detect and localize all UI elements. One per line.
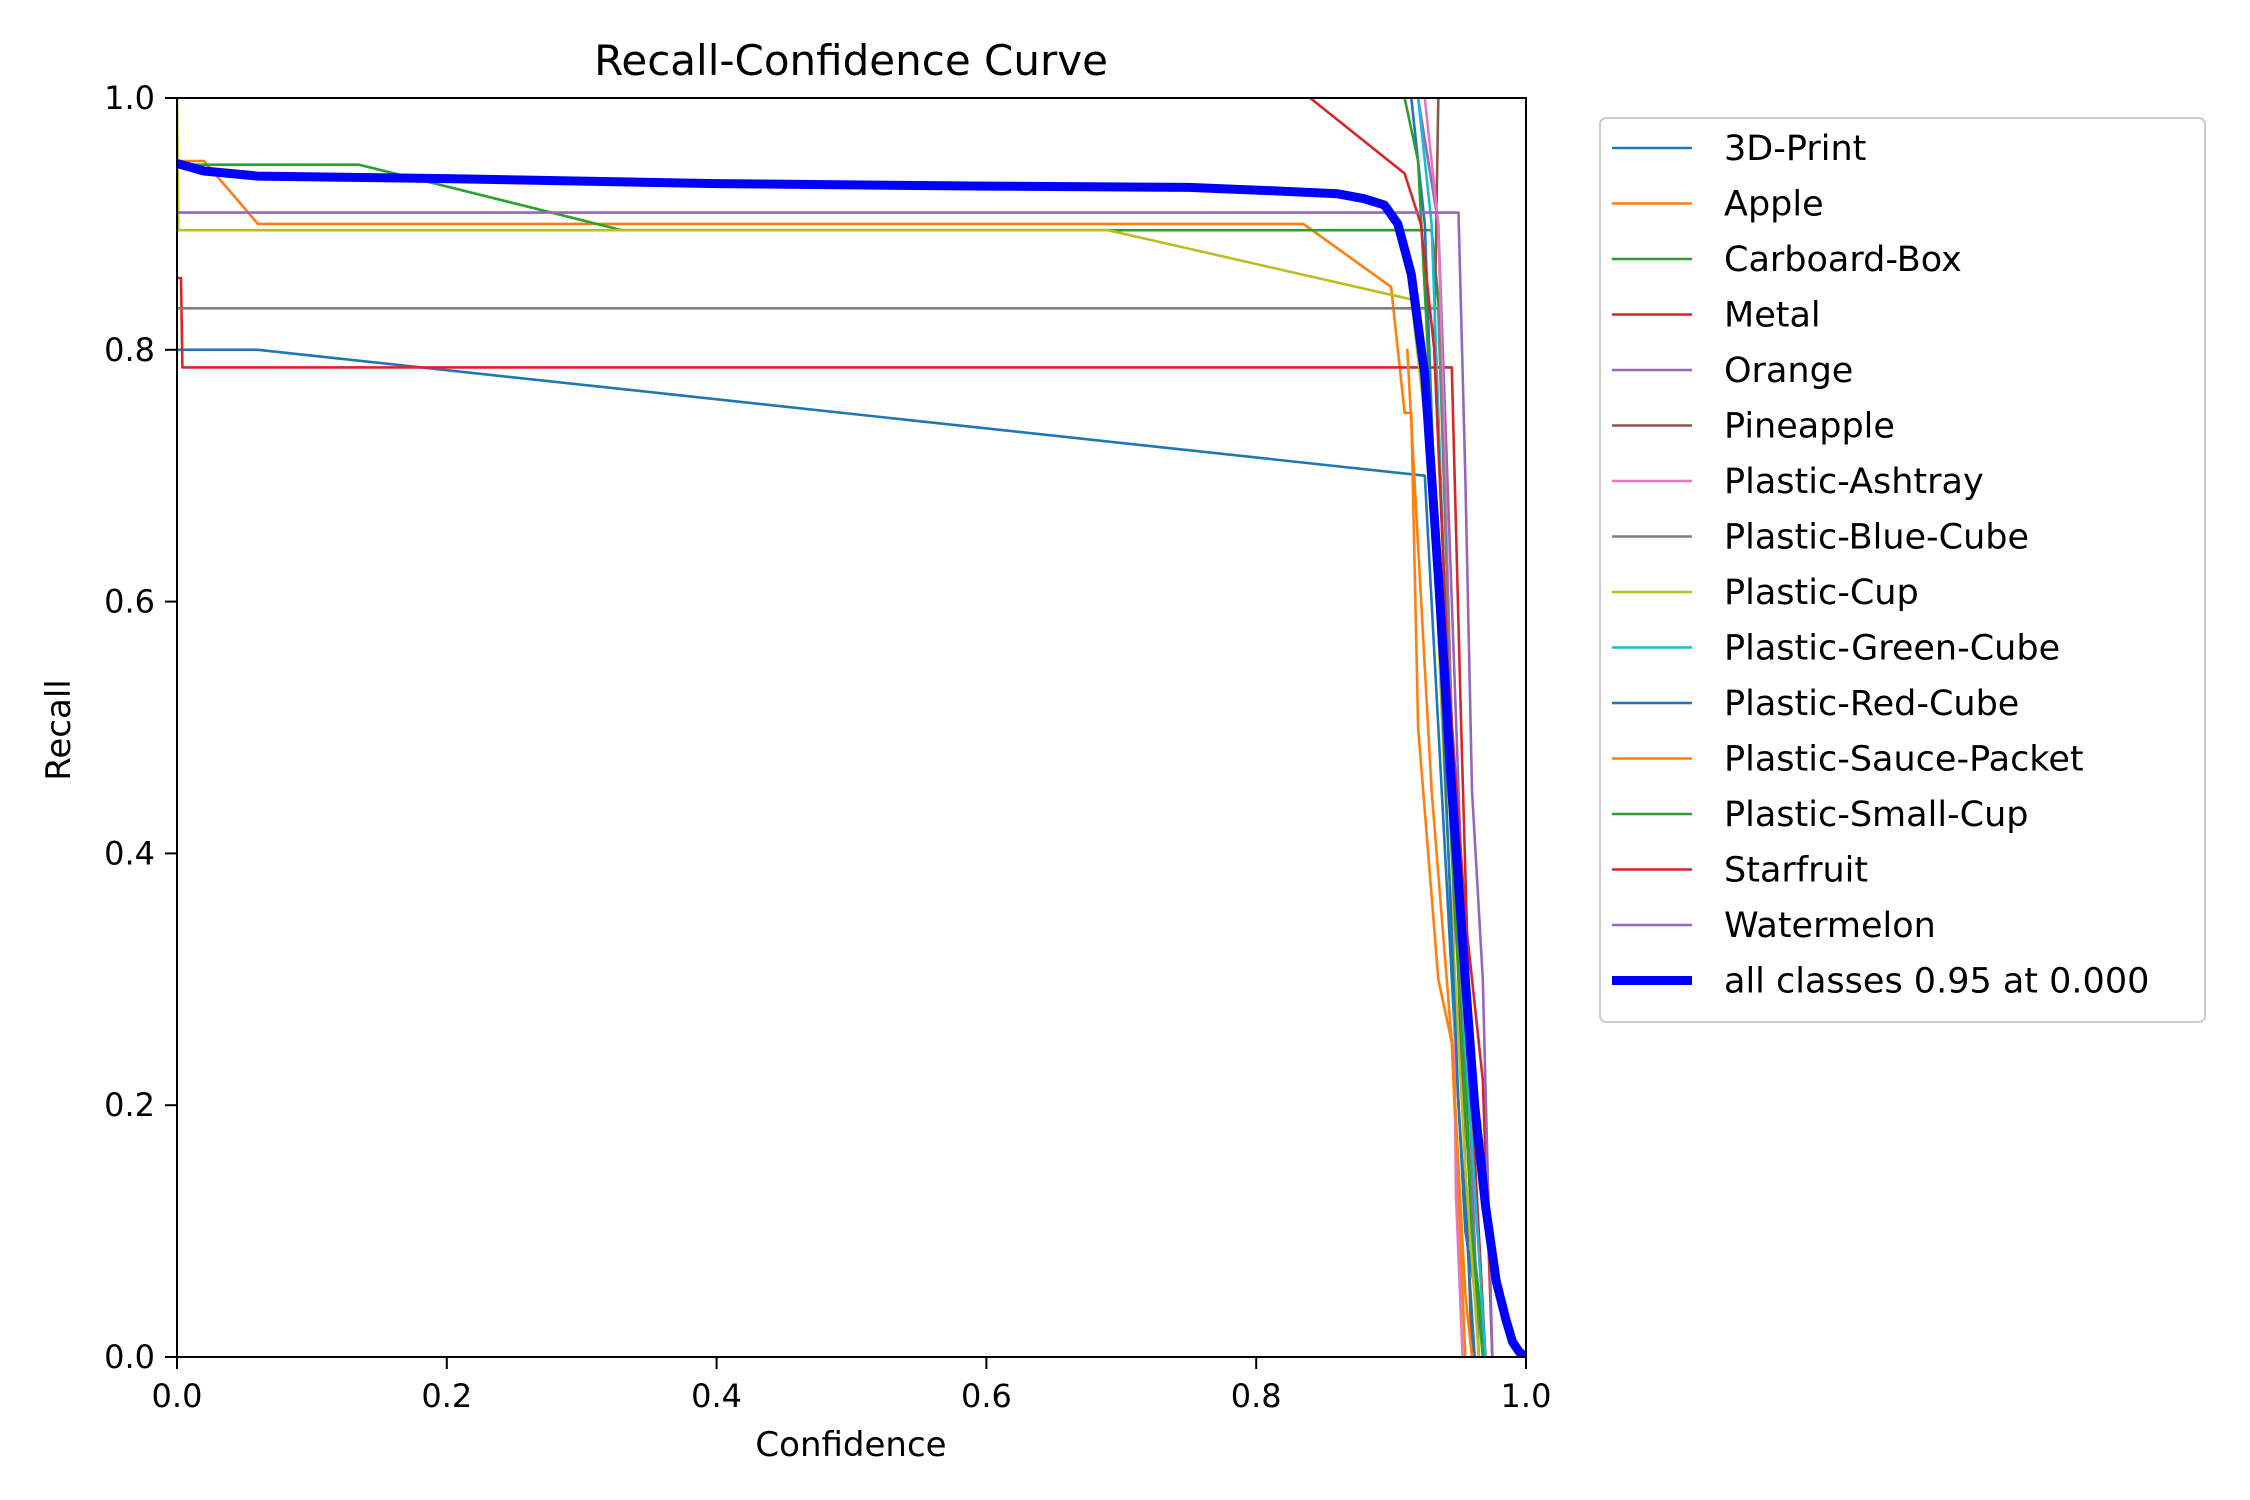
- legend-label-metal: Metal: [1724, 296, 1821, 336]
- legend-label-apple: Apple: [1724, 185, 1824, 225]
- plot-frame: [176, 97, 1527, 1358]
- x-tick-label: 0.2: [421, 1377, 472, 1415]
- y-tick-label: 0.8: [104, 331, 155, 369]
- series-line-carboard-box: [177, 163, 1487, 1357]
- legend-label-plastic-sauce-packet: Plastic-Sauce-Packet: [1724, 740, 2084, 780]
- legend-label-watermelon: Watermelon: [1724, 906, 1936, 946]
- legend-label-plastic-small-cup: Plastic-Small-Cup: [1724, 795, 2029, 835]
- x-tick-label: 0.6: [961, 1377, 1012, 1415]
- legend: 3D-Print Apple Carboard-Box Metal Orange Pine…: [1599, 117, 2206, 1023]
- y-tick-label: 0.2: [104, 1086, 155, 1124]
- legend-label-plastic-cup: Plastic-Cup: [1724, 573, 1919, 613]
- y-axis-label: Recall: [39, 679, 79, 780]
- chart-title: Recall-Confidence Curve: [594, 36, 1108, 85]
- y-axis-ticks: 0.0 0.2 0.4 0.6 0.8 1.0: [104, 79, 177, 1376]
- legend-label-starfruit: Starfruit: [1724, 851, 1868, 891]
- legend-label-plastic-ashtray: Plastic-Ashtray: [1724, 462, 1984, 502]
- legend-label-carboard-box: Carboard-Box: [1724, 240, 1962, 280]
- x-axis-label: Confidence: [755, 1425, 946, 1465]
- y-tick-label: 0.4: [104, 834, 155, 872]
- x-tick-label: 0.4: [691, 1377, 742, 1415]
- series-line-plastic-cup: [177, 98, 1481, 1357]
- series-line-3d-print: [177, 348, 1487, 1357]
- legend-label-plastic-red-cube: Plastic-Red-Cube: [1724, 684, 2019, 724]
- series-line-plastic-blue-cube: [177, 307, 1481, 1357]
- legend-label-pineapple: Pineapple: [1724, 407, 1895, 447]
- y-tick-label: 0.0: [104, 1338, 155, 1376]
- plot-area: [176, 97, 1527, 1358]
- y-tick-label: 0.6: [104, 583, 155, 621]
- legend-box: [1599, 117, 2206, 1023]
- series-lines: [177, 98, 1526, 1357]
- y-tick-label: 1.0: [104, 79, 155, 117]
- legend-label-orange: Orange: [1724, 351, 1853, 391]
- series-line-watermelon: [177, 211, 1494, 1357]
- legend-label-plastic-blue-cube: Plastic-Blue-Cube: [1724, 518, 2029, 558]
- series-line-plastic-sauce-packet: [1406, 348, 1474, 1357]
- series-line-apple: [177, 159, 1467, 1357]
- legend-label-3d-print: 3D-Print: [1724, 129, 1866, 169]
- x-tick-label: 0.8: [1231, 1377, 1282, 1415]
- series-line-metal: [177, 276, 1487, 1357]
- series-line-all-classes-0-95-at-0-000: [177, 159, 1526, 1357]
- legend-label-all-classes-0-95-at-0-000: all classes 0.95 at 0.000: [1724, 962, 2149, 1002]
- x-tick-label: 0.0: [152, 1377, 203, 1415]
- x-axis-ticks: 0.0 0.2 0.4 0.6 0.8 1.0: [152, 1357, 1552, 1415]
- x-tick-label: 1.0: [1501, 1377, 1552, 1415]
- legend-label-plastic-green-cube: Plastic-Green-Cube: [1724, 629, 2060, 669]
- series-line-starfruit: [1308, 98, 1494, 1357]
